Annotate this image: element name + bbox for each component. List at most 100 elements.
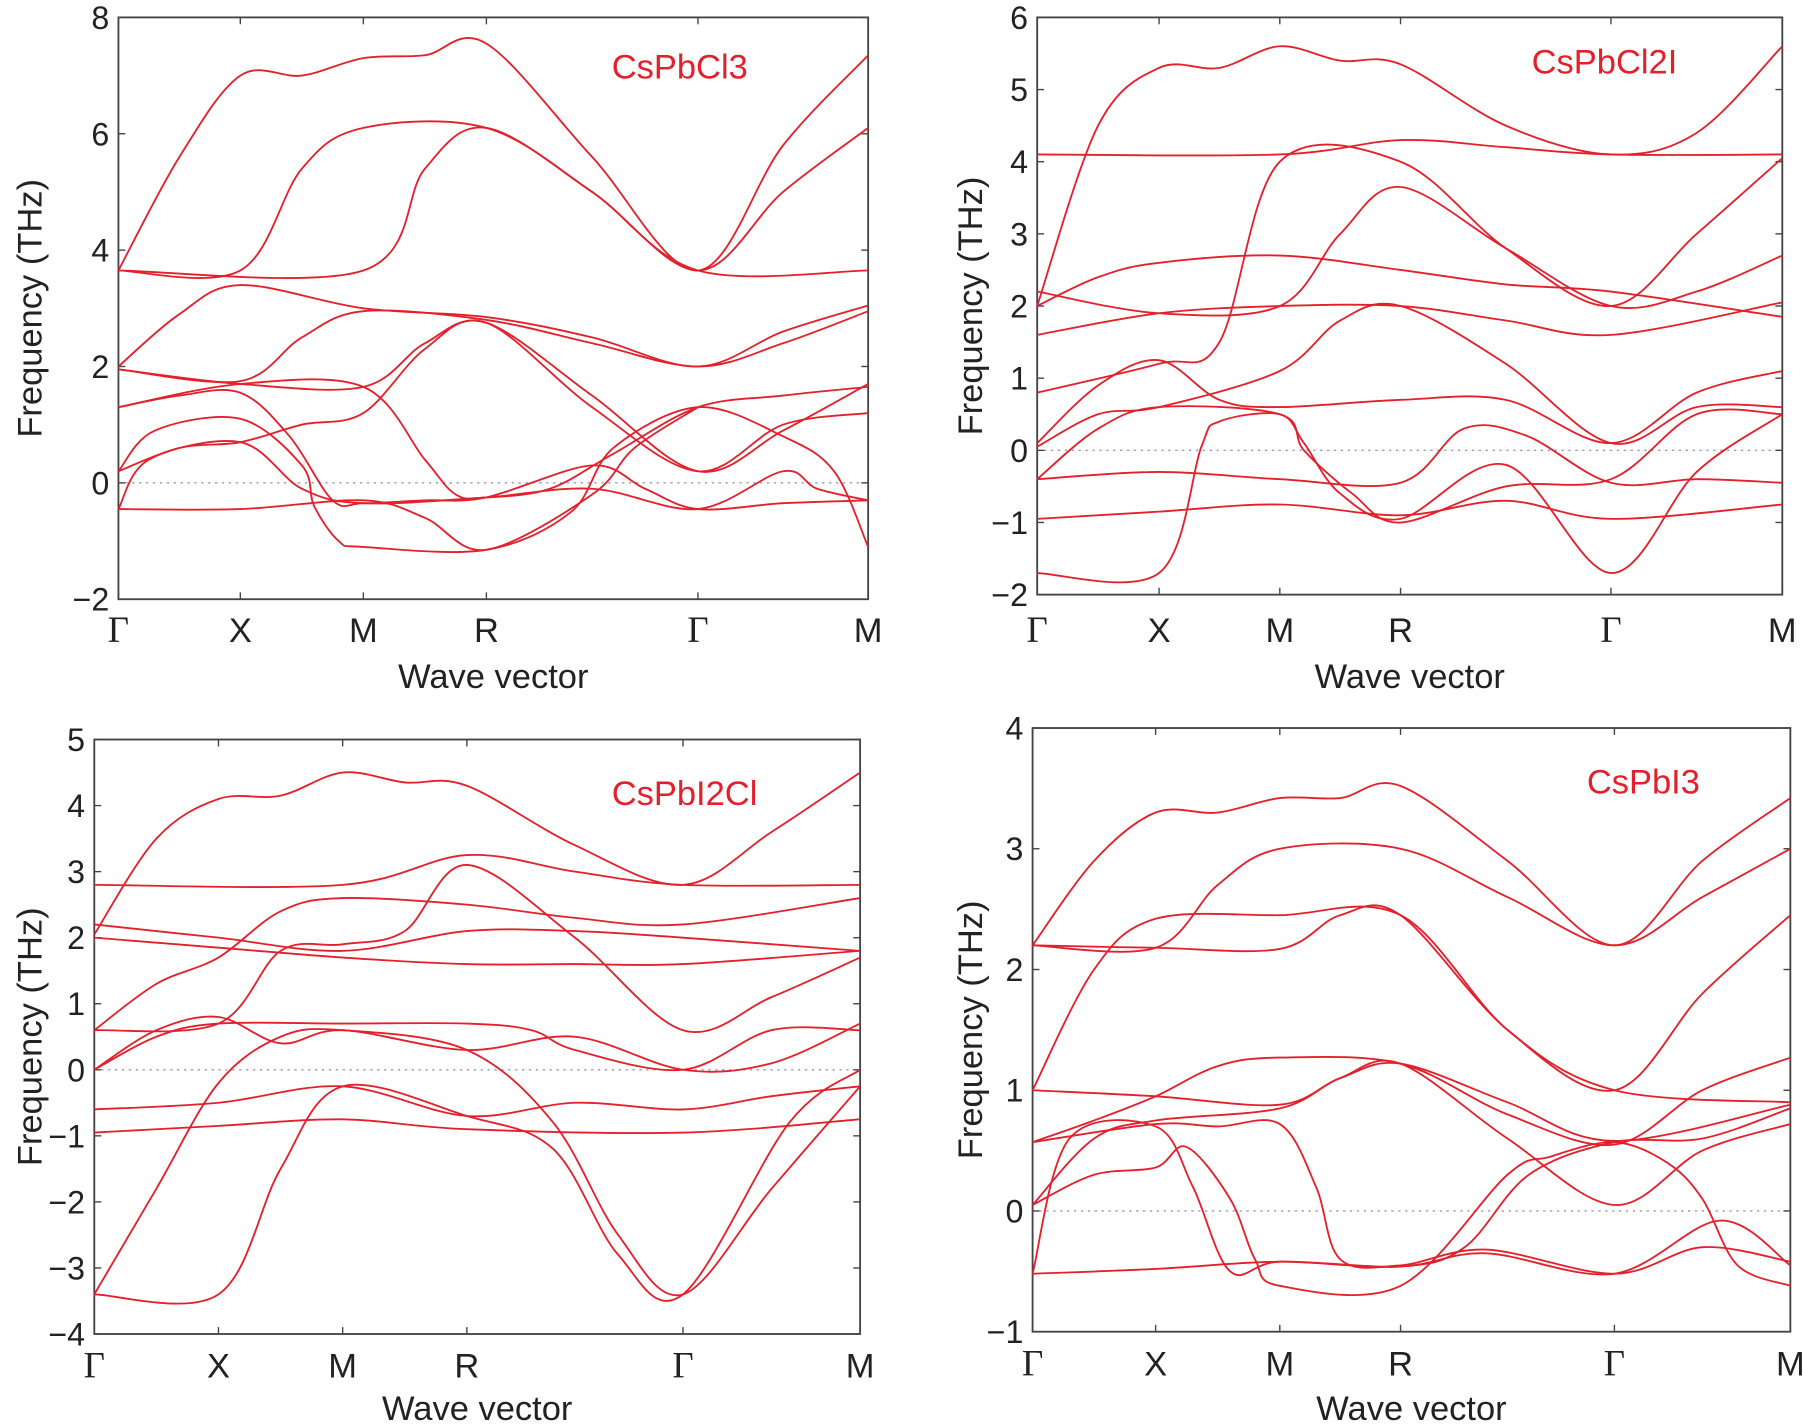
y-tick-label: 2	[1005, 952, 1023, 988]
x-tick-label: X	[207, 1348, 230, 1386]
phonon-band-line	[117, 406, 869, 553]
phonon-band-line	[93, 1015, 861, 1073]
y-tick-label: 6	[1010, 0, 1028, 36]
compound-label: CsPbCl3	[612, 48, 748, 86]
phonon-band-line	[118, 406, 699, 551]
y-tick-label: 3	[67, 854, 85, 890]
chart-panel: −1 0 1 2 3 4 Γ X M R Γ M Wave vector Frequency (THz) C…	[952, 711, 1803, 1425]
y-tick-label: 4	[1005, 711, 1023, 747]
y-tick-label: 2	[67, 920, 85, 956]
phonon-band-line	[1032, 904, 1791, 1092]
phonon-band-line	[117, 37, 869, 272]
y-tick-label: −1	[48, 1118, 85, 1154]
x-tick-label: M	[846, 1348, 875, 1386]
phonon-band-line	[118, 309, 869, 384]
phonon-band-line	[1037, 186, 1783, 317]
y-tick-label: 8	[91, 0, 109, 36]
phonon-band-line	[1032, 1061, 1791, 1142]
phonon-band-line	[1032, 1219, 1791, 1276]
x-tick-label: R	[474, 612, 499, 650]
chart-panel: −4 −3 −2 −1 0 1 2 3 4 5 Γ X M R Γ M Wave vector Frequency…	[11, 722, 874, 1425]
x-tick-label: Γ	[1022, 1342, 1043, 1383]
x-axis-label: Wave vector	[1315, 658, 1505, 696]
plot-frame	[93, 738, 862, 1335]
y-axis-label: Frequency (THz)	[11, 907, 49, 1166]
x-tick-label: X	[229, 612, 252, 650]
y-axis-label: Frequency (THz)	[952, 901, 990, 1160]
phonon-band-line	[94, 1085, 861, 1118]
phonon-band-line	[93, 896, 861, 1031]
y-tick-label: 1	[1005, 1073, 1023, 1109]
x-tick-label: M	[1265, 1345, 1294, 1383]
x-tick-label: M	[854, 612, 883, 650]
x-tick-label: Γ	[1604, 1342, 1625, 1383]
y-tick-label: 4	[67, 788, 85, 824]
chart-panel: −2 0 2 4 6 8 Γ X M R Γ M Wave vector Frequency (THz) C…	[11, 0, 882, 696]
compound-label: CsPbI3	[1587, 764, 1700, 802]
compound-label: CsPbI2Cl	[612, 775, 758, 813]
compound-label: CsPbCl2I	[1532, 44, 1678, 82]
phonon-band-line	[1031, 1059, 1791, 1206]
phonon-band-line	[1032, 1141, 1791, 1296]
plot-frame	[1031, 727, 1792, 1333]
phonon-band-line	[94, 853, 861, 888]
x-axis-label: Wave vector	[1316, 1390, 1506, 1425]
y-tick-label: −2	[991, 577, 1028, 613]
y-tick-label: 3	[1010, 216, 1028, 252]
y-tick-label: 1	[67, 986, 85, 1022]
phonon-band-line	[1036, 359, 1783, 445]
x-tick-label: R	[454, 1348, 479, 1386]
x-tick-label: M	[328, 1348, 357, 1386]
x-tick-label: Γ	[672, 1345, 693, 1386]
phonon-band-line	[1036, 143, 1783, 394]
x-tick-label: Γ	[84, 1345, 105, 1386]
y-axis-label: Frequency (THz)	[11, 179, 49, 438]
x-tick-label: X	[1144, 1345, 1167, 1383]
y-tick-label: 0	[1005, 1193, 1023, 1229]
phonon-band-line	[1037, 424, 1783, 487]
x-tick-label: Γ	[108, 609, 129, 650]
phonon-band-line	[94, 936, 861, 966]
y-tick-label: −3	[48, 1250, 85, 1286]
phonon-band-line	[94, 864, 861, 1033]
phonon-band-line	[1037, 412, 1783, 584]
y-tick-label: −1	[987, 1314, 1024, 1350]
phonon-band-line	[1036, 405, 1783, 524]
x-tick-label: Γ	[687, 609, 708, 650]
y-tick-label: −2	[73, 582, 110, 618]
y-tick-label: 2	[91, 349, 109, 385]
y-tick-label: −2	[48, 1184, 85, 1220]
x-tick-label: M	[1776, 1345, 1803, 1383]
x-tick-label: M	[1265, 612, 1294, 650]
y-tick-label: 4	[91, 233, 109, 269]
x-axis-label: Wave vector	[382, 1390, 572, 1425]
x-tick-label: R	[1388, 612, 1413, 650]
x-tick-label: Γ	[1027, 609, 1048, 650]
phonon-band-line	[94, 1118, 861, 1134]
phonon-band-line	[94, 1069, 861, 1305]
y-tick-label: 2	[1010, 289, 1028, 325]
phonon-band-line	[93, 1028, 861, 1297]
y-tick-label: 4	[1010, 144, 1028, 180]
chart-panel: −2 −1 0 1 2 3 4 5 6 Γ X M R Γ M Wave vector Frequency (T…	[952, 0, 1797, 696]
y-tick-label: 0	[91, 465, 109, 501]
y-tick-label: 1	[1010, 361, 1028, 397]
phonon-band-line	[1032, 1119, 1791, 1275]
y-tick-label: 6	[91, 116, 109, 152]
phonon-band-line	[93, 1021, 861, 1072]
y-axis-label: Frequency (THz)	[952, 177, 990, 436]
x-tick-label: R	[1388, 1345, 1413, 1383]
x-tick-label: Γ	[1600, 609, 1621, 650]
plot-frame	[117, 16, 870, 601]
x-tick-label: X	[1148, 612, 1171, 650]
phonon-band-line	[94, 923, 861, 952]
x-tick-label: M	[1768, 612, 1797, 650]
y-tick-label: 3	[1005, 831, 1023, 867]
phonon-band-line	[117, 284, 869, 368]
phonon-band-line	[118, 126, 869, 279]
phonon-band-line	[1037, 139, 1783, 157]
phonon-band-line	[1037, 499, 1783, 520]
phonon-band-line	[1031, 905, 1791, 1104]
phonon-band-line	[117, 440, 869, 511]
